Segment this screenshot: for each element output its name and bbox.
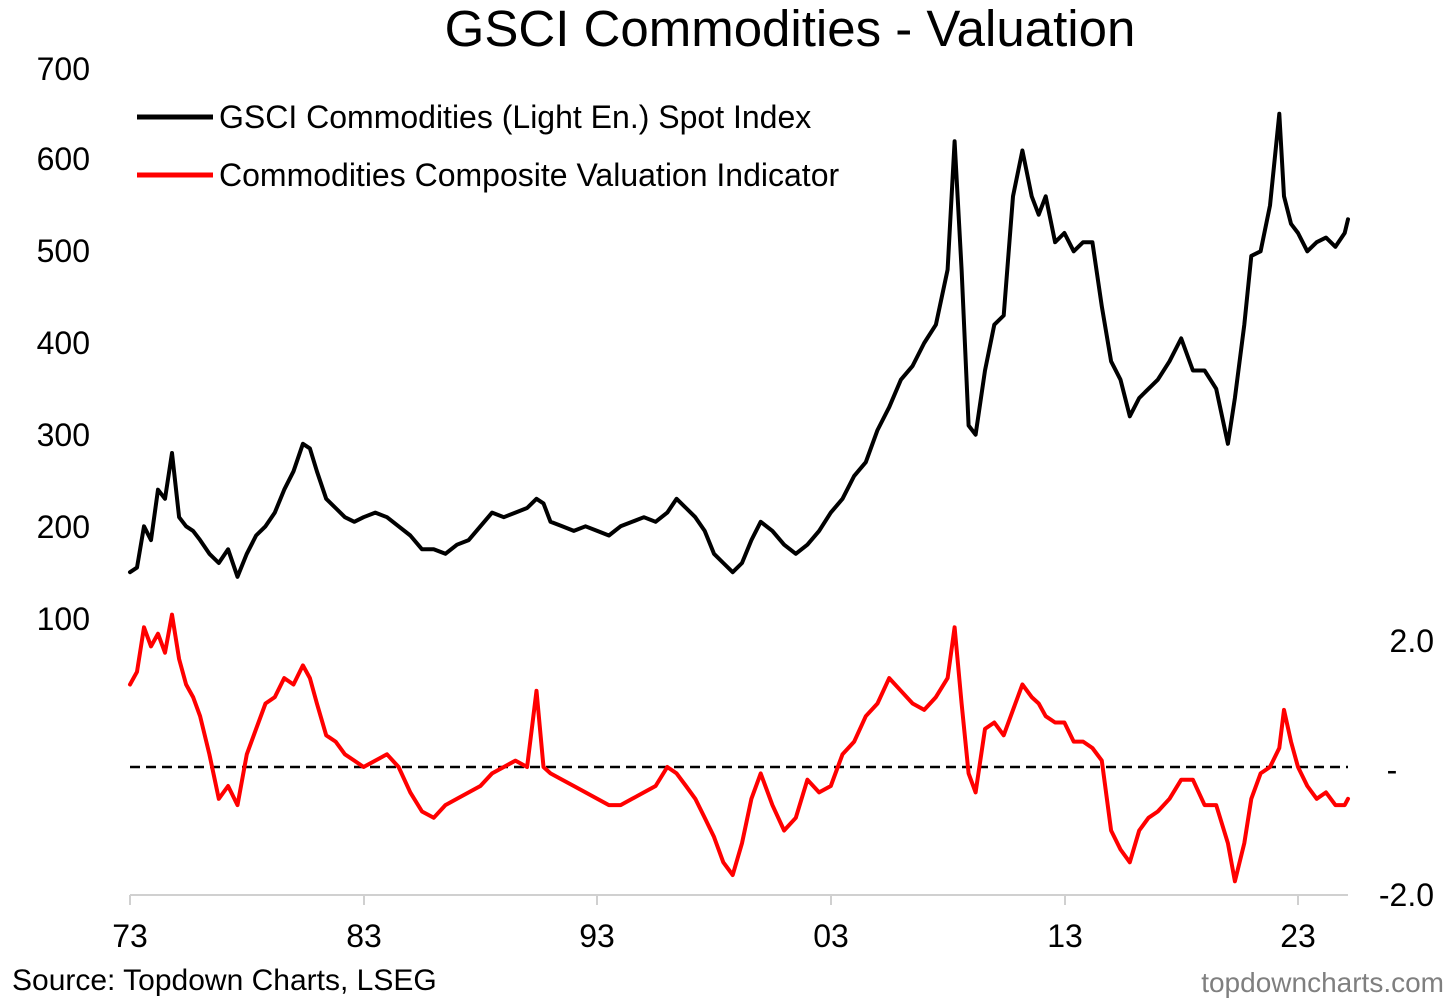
x-tick-label: 23 (1280, 918, 1316, 954)
right-y-tick-label: - (1387, 752, 1398, 788)
x-tick-label: 73 (112, 918, 148, 954)
left-y-tick-label: 600 (37, 141, 90, 177)
left-y-tick-label: 300 (37, 417, 90, 453)
left-y-tick-label: 200 (37, 509, 90, 545)
watermark: topdowncharts.com (1201, 967, 1444, 998)
valuation-indicator-line (128, 612, 1350, 884)
right-y-tick-label: 2.0 (1390, 623, 1434, 659)
legend-label-gsci: GSCI Commodities (Light En.) Spot Index (219, 99, 811, 135)
left-y-tick-label: 500 (37, 233, 90, 269)
right-y-tick-label: -2.0 (1379, 877, 1434, 913)
x-tick-label: 13 (1047, 918, 1083, 954)
left-y-tick-label: 700 (37, 51, 90, 87)
x-tick-label: 03 (813, 918, 849, 954)
x-tick-label: 93 (579, 918, 615, 954)
x-axis: 73 83 93 03 13 23 (112, 894, 1348, 954)
x-tick-label: 83 (346, 918, 382, 954)
left-y-axis: 700 600 500 400 300 200 100 (37, 51, 90, 637)
left-y-tick-label: 100 (37, 601, 90, 637)
gsci-spot-index-line (128, 111, 1350, 579)
chart-title: GSCI Commodities - Valuation (445, 0, 1136, 57)
legend-label-valuation: Commodities Composite Valuation Indicato… (219, 157, 839, 193)
right-y-axis: 2.0 - -2.0 (1379, 623, 1434, 913)
source-note: Source: Topdown Charts, LSEG (12, 964, 437, 997)
left-y-tick-label: 400 (37, 325, 90, 361)
legend: GSCI Commodities (Light En.) Spot Index … (137, 99, 839, 193)
